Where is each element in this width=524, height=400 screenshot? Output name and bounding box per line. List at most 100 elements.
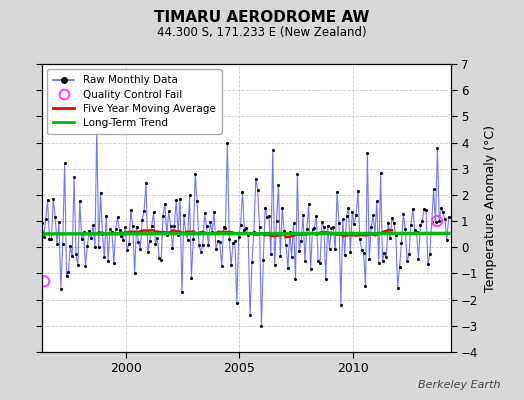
Point: [70, 174, 78, 181]
Point: [176, 196, 184, 202]
Point: [333, 189, 341, 195]
Point: [170, 222, 179, 229]
Point: [106, 226, 114, 232]
Point: [416, 222, 424, 229]
Point: [64, 269, 73, 276]
Point: [227, 262, 235, 268]
Point: [96, 190, 105, 196]
Point: [127, 207, 135, 214]
Point: [40, 278, 48, 284]
Point: [57, 286, 65, 292]
Point: [146, 238, 154, 244]
Point: [424, 261, 432, 267]
Point: [263, 214, 271, 220]
Point: [397, 240, 406, 247]
Point: [342, 213, 351, 219]
Point: [280, 228, 288, 234]
Point: [331, 246, 340, 253]
Point: [74, 262, 82, 268]
Point: [378, 258, 387, 264]
Point: [371, 230, 379, 236]
Point: [410, 227, 419, 233]
Point: [220, 224, 228, 230]
Point: [51, 214, 59, 220]
Point: [233, 300, 241, 306]
Point: [178, 289, 186, 295]
Point: [425, 251, 434, 258]
Point: [283, 265, 292, 271]
Point: [174, 231, 182, 238]
Point: [391, 232, 400, 238]
Point: [314, 258, 322, 264]
Point: [85, 228, 93, 234]
Point: [249, 229, 258, 236]
Point: [267, 251, 275, 257]
Point: [318, 219, 326, 225]
Point: [117, 233, 126, 240]
Point: [134, 239, 143, 246]
Point: [242, 225, 250, 231]
Point: [183, 237, 192, 244]
Point: [121, 224, 129, 231]
Point: [168, 245, 177, 251]
Point: [240, 226, 248, 233]
Point: [89, 222, 97, 229]
Point: [350, 221, 358, 228]
Point: [68, 253, 77, 260]
Point: [208, 228, 216, 235]
Point: [162, 232, 171, 238]
Point: [43, 197, 52, 203]
Point: [286, 229, 294, 235]
Point: [443, 237, 451, 244]
Text: TIMARU AERODROME AW: TIMARU AERODROME AW: [154, 10, 370, 25]
Point: [165, 208, 173, 215]
Point: [308, 226, 316, 233]
Point: [201, 210, 209, 216]
Point: [53, 241, 61, 248]
Point: [59, 241, 67, 248]
Point: [147, 223, 156, 230]
Point: [151, 241, 160, 248]
Point: [329, 224, 337, 230]
Point: [301, 258, 309, 264]
Point: [180, 212, 188, 219]
Point: [255, 224, 264, 230]
Point: [113, 214, 122, 220]
Point: [115, 227, 124, 233]
Point: [310, 224, 319, 231]
Point: [344, 204, 353, 211]
Point: [161, 200, 169, 207]
Point: [136, 246, 145, 252]
Point: [439, 209, 447, 215]
Point: [282, 242, 290, 248]
Point: [414, 256, 423, 262]
Point: [401, 226, 409, 232]
Point: [246, 312, 254, 318]
Point: [38, 220, 46, 226]
Point: [265, 213, 273, 219]
Point: [187, 275, 195, 281]
Point: [437, 205, 445, 211]
Point: [215, 239, 224, 246]
Point: [157, 257, 165, 264]
Point: [295, 248, 303, 254]
Point: [54, 218, 63, 225]
Point: [433, 144, 442, 151]
Point: [289, 220, 298, 226]
Point: [75, 198, 84, 204]
Point: [199, 242, 207, 248]
Text: Berkeley Earth: Berkeley Earth: [418, 380, 500, 390]
Point: [369, 212, 377, 218]
Point: [422, 207, 430, 213]
Point: [60, 160, 69, 167]
Point: [304, 201, 313, 208]
Point: [346, 249, 355, 255]
Point: [399, 211, 408, 218]
Point: [159, 212, 167, 219]
Point: [297, 238, 305, 244]
Point: [41, 216, 50, 223]
Point: [193, 198, 201, 204]
Point: [108, 229, 116, 235]
Legend: Raw Monthly Data, Quality Control Fail, Five Year Moving Average, Long-Term Tren: Raw Monthly Data, Quality Control Fail, …: [47, 69, 222, 134]
Point: [320, 224, 328, 230]
